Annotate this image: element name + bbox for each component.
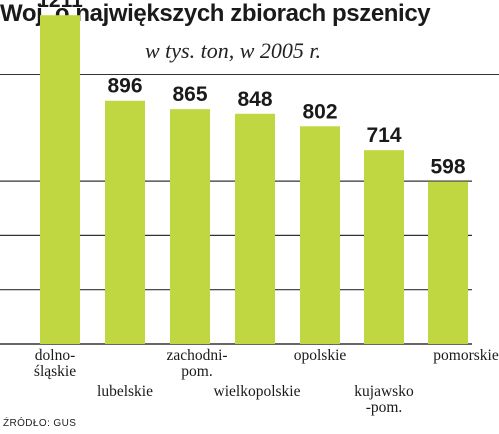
value-labels: 1211 896 865 848 802 714 598 — [37, 0, 466, 179]
bar — [428, 181, 468, 344]
category-label: -pom. — [366, 399, 403, 416]
bars — [40, 15, 468, 345]
bar — [105, 100, 145, 345]
value-label: 714 — [366, 124, 401, 147]
category-label: śląskie — [34, 363, 76, 380]
source-note: ŹRÓDŁO: GUS — [3, 418, 77, 429]
chart-subtitle: w tys. ton, w 2005 r. — [145, 38, 322, 63]
bar — [170, 109, 210, 344]
category-label: pomorskie — [433, 347, 499, 364]
category-label: dolno- — [35, 347, 75, 364]
category-labels: dolno-śląskie lubelskie zachodni-pom.wielk… — [34, 347, 499, 416]
bar — [40, 15, 80, 344]
bar — [364, 150, 404, 344]
category-label: zachodni- — [166, 347, 227, 364]
title-rule — [0, 74, 499, 75]
category-label: wielkopolskie — [214, 383, 301, 400]
value-label: 865 — [172, 83, 207, 106]
bar — [300, 126, 340, 345]
bar — [235, 113, 275, 344]
category-label: pom. — [181, 363, 212, 380]
value-label: 598 — [430, 156, 465, 179]
value-label: 1211 — [37, 0, 83, 12]
value-label: 802 — [302, 100, 337, 123]
value-label: 896 — [107, 75, 142, 98]
category-label: opolskie — [294, 347, 347, 364]
category-label: lubelskie — [97, 383, 153, 400]
category-label: kujawsko — [354, 383, 414, 400]
value-label: 848 — [237, 88, 272, 111]
